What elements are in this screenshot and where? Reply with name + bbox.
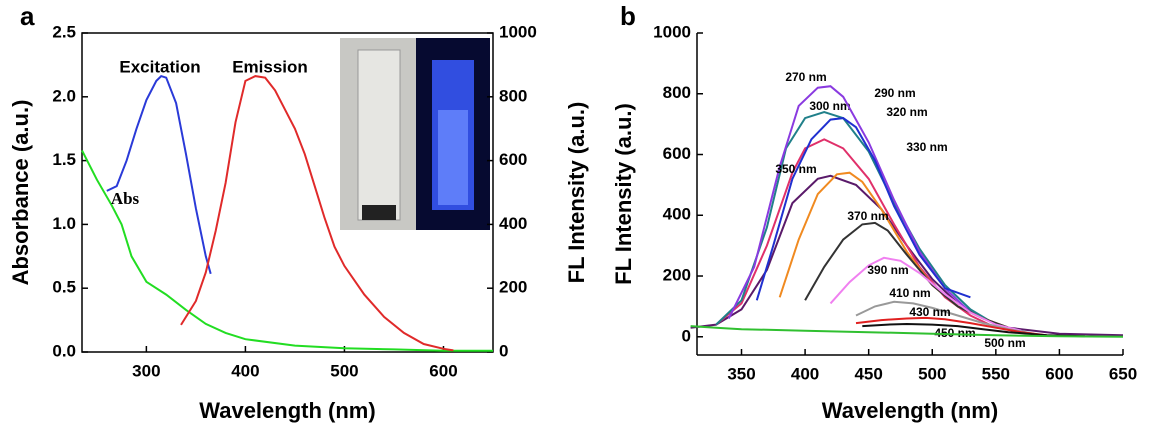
x-tick-label: 300 [132,361,160,380]
x-tick-label: 600 [1045,364,1073,383]
series-label: Excitation [119,57,200,76]
y-tick-label: 0.5 [52,278,76,297]
panel-label: b [620,1,636,31]
y2-tick-label: 800 [499,86,527,105]
y2-tick-label: 1000 [499,22,537,41]
series-label: Abs [111,189,140,208]
series-label: 390 nm [867,263,908,277]
x-tick-label: 450 [854,364,882,383]
series-label: 500 nm [984,336,1025,350]
series-line [180,75,454,352]
y2-tick-label: 200 [499,278,527,297]
x-tick-label: 500 [918,364,946,383]
y-tick-label: 1.0 [52,214,76,233]
x-tick-label: 600 [429,361,457,380]
y-tick-label: 400 [663,205,691,224]
x-axis-title: Wavelength (nm) [822,398,998,423]
y-axis-title: Absorbance (a.u.) [8,100,33,286]
series-label: 450 nm [934,326,975,340]
series-line [715,110,1009,329]
panel-label: a [20,1,35,31]
series-line [106,74,212,275]
cuvette-base [362,205,396,220]
y-tick-label: 2.5 [52,22,76,41]
series-label: 370 nm [847,209,888,223]
series-line [690,325,1124,338]
series-label: 270 nm [785,70,826,84]
series-label: 410 nm [889,286,930,300]
x-tick-label: 400 [231,361,259,380]
inset-photo [340,38,490,230]
series-line [862,322,1085,338]
y2-tick-label: 600 [499,150,527,169]
y2-tick-label: 0 [499,341,508,360]
series-label: 330 nm [906,140,947,154]
y-tick-label: 600 [663,144,691,163]
y-tick-label: 2.0 [52,86,76,105]
y-tick-label: 1.5 [52,150,76,169]
series-line [755,117,971,301]
series-line [778,171,1009,329]
y2-tick-label: 400 [499,214,527,233]
y2-axis-title: FL Intensity (a.u.) [564,102,589,284]
x-axis-title: Wavelength (nm) [199,398,375,423]
y-tick-label: 200 [663,266,691,285]
series-label: 300 nm [809,99,850,113]
cuvette-glow-core [438,110,468,205]
cuvette-body [357,49,401,221]
series-line [855,316,1047,337]
y-tick-label: 1000 [653,22,691,41]
plot-frame [81,32,494,353]
series-line [81,149,493,352]
series-label: 430 nm [909,305,950,319]
series-label: 290 nm [874,86,915,100]
x-tick-label: 350 [727,364,755,383]
y-tick-label: 800 [663,83,691,102]
series-label: Emission [232,57,308,76]
y-axis-title: FL Intensity (a.u.) [611,103,636,285]
series-label: 320 nm [886,105,927,119]
y-tick-label: 0.0 [52,341,76,360]
series-line [727,85,972,319]
x-tick-label: 550 [982,364,1010,383]
x-tick-label: 500 [330,361,358,380]
series-label: 350 nm [775,162,816,176]
x-tick-label: 400 [791,364,819,383]
x-tick-label: 650 [1109,364,1137,383]
series-line [715,138,997,329]
series-line [855,300,1035,335]
series-line [829,256,1022,332]
y-tick-label: 0 [682,326,691,345]
